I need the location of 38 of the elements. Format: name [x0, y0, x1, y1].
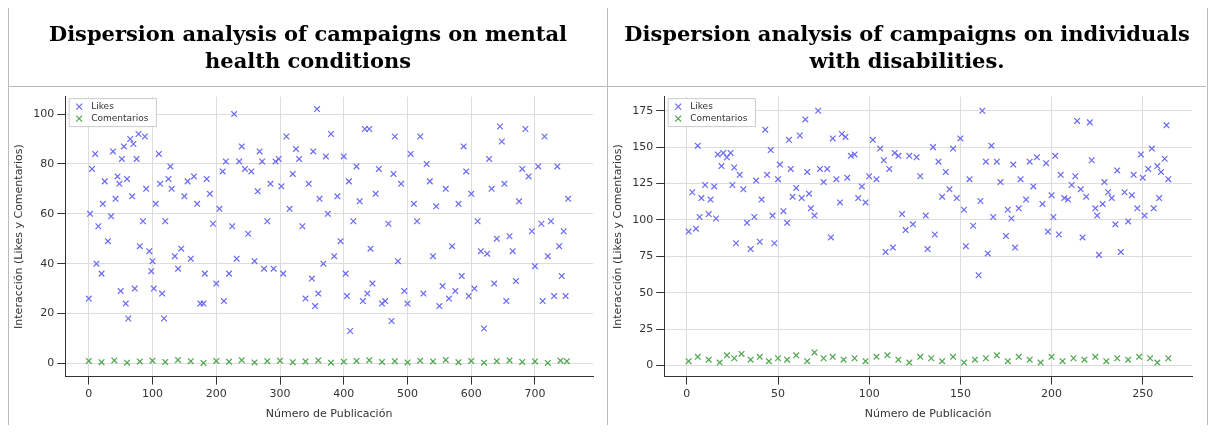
x-axis-title: Número de Publicación — [265, 407, 393, 421]
x-tick-label: 600 — [460, 387, 482, 401]
x-tick-label: 700 — [524, 387, 546, 401]
y-tick-label: 80 — [40, 156, 55, 170]
y-tick-label: 100 — [33, 106, 55, 120]
x-tick-label: 50 — [771, 387, 785, 401]
legend-label: Likes — [91, 100, 115, 111]
y-tick-label: 60 — [40, 206, 55, 220]
x-tick-label: 100 — [858, 387, 880, 401]
y-axis-title: Interacción (Likes y Comentarios) — [12, 144, 26, 329]
y-tick-label: 150 — [632, 139, 654, 153]
y-tick-label: 40 — [40, 256, 55, 270]
x-tick-label: 400 — [333, 387, 355, 401]
x-tick-label: 200 — [205, 387, 227, 401]
y-tick-label: 0 — [646, 358, 654, 372]
legend-label: Likes — [690, 100, 714, 111]
y-tick-label: 25 — [639, 321, 654, 335]
x-tick-label: 100 — [142, 387, 164, 401]
chart-title: Dispersion analysis of campaigns on individuals with disabilities. — [608, 8, 1206, 87]
y-tick-label: 125 — [632, 176, 654, 190]
y-tick-label: 50 — [639, 285, 654, 299]
x-tick-label: 0 — [683, 387, 691, 401]
y-tick-label: 175 — [632, 103, 654, 117]
chart-title: Dispersion analysis of campaigns on mental health conditions — [9, 8, 607, 87]
y-tick-label: 0 — [47, 356, 55, 370]
y-tick-label: 75 — [639, 249, 654, 263]
y-axis-title: Interacción (Likes y Comentarios) — [611, 144, 625, 329]
x-tick-label: 0 — [85, 387, 93, 401]
x-tick-label: 500 — [397, 387, 418, 401]
x-tick-label: 300 — [269, 387, 291, 401]
x-tick-label: 250 — [1132, 387, 1154, 401]
x-axis-title: Número de Publicación — [864, 407, 992, 421]
x-tick-label: 150 — [949, 387, 971, 401]
y-tick-label: 20 — [40, 306, 55, 320]
legend-label: Comentarios — [91, 112, 149, 123]
legend-label: Comentarios — [690, 112, 748, 123]
y-tick-label: 100 — [632, 212, 654, 226]
x-tick-label: 200 — [1041, 387, 1063, 401]
